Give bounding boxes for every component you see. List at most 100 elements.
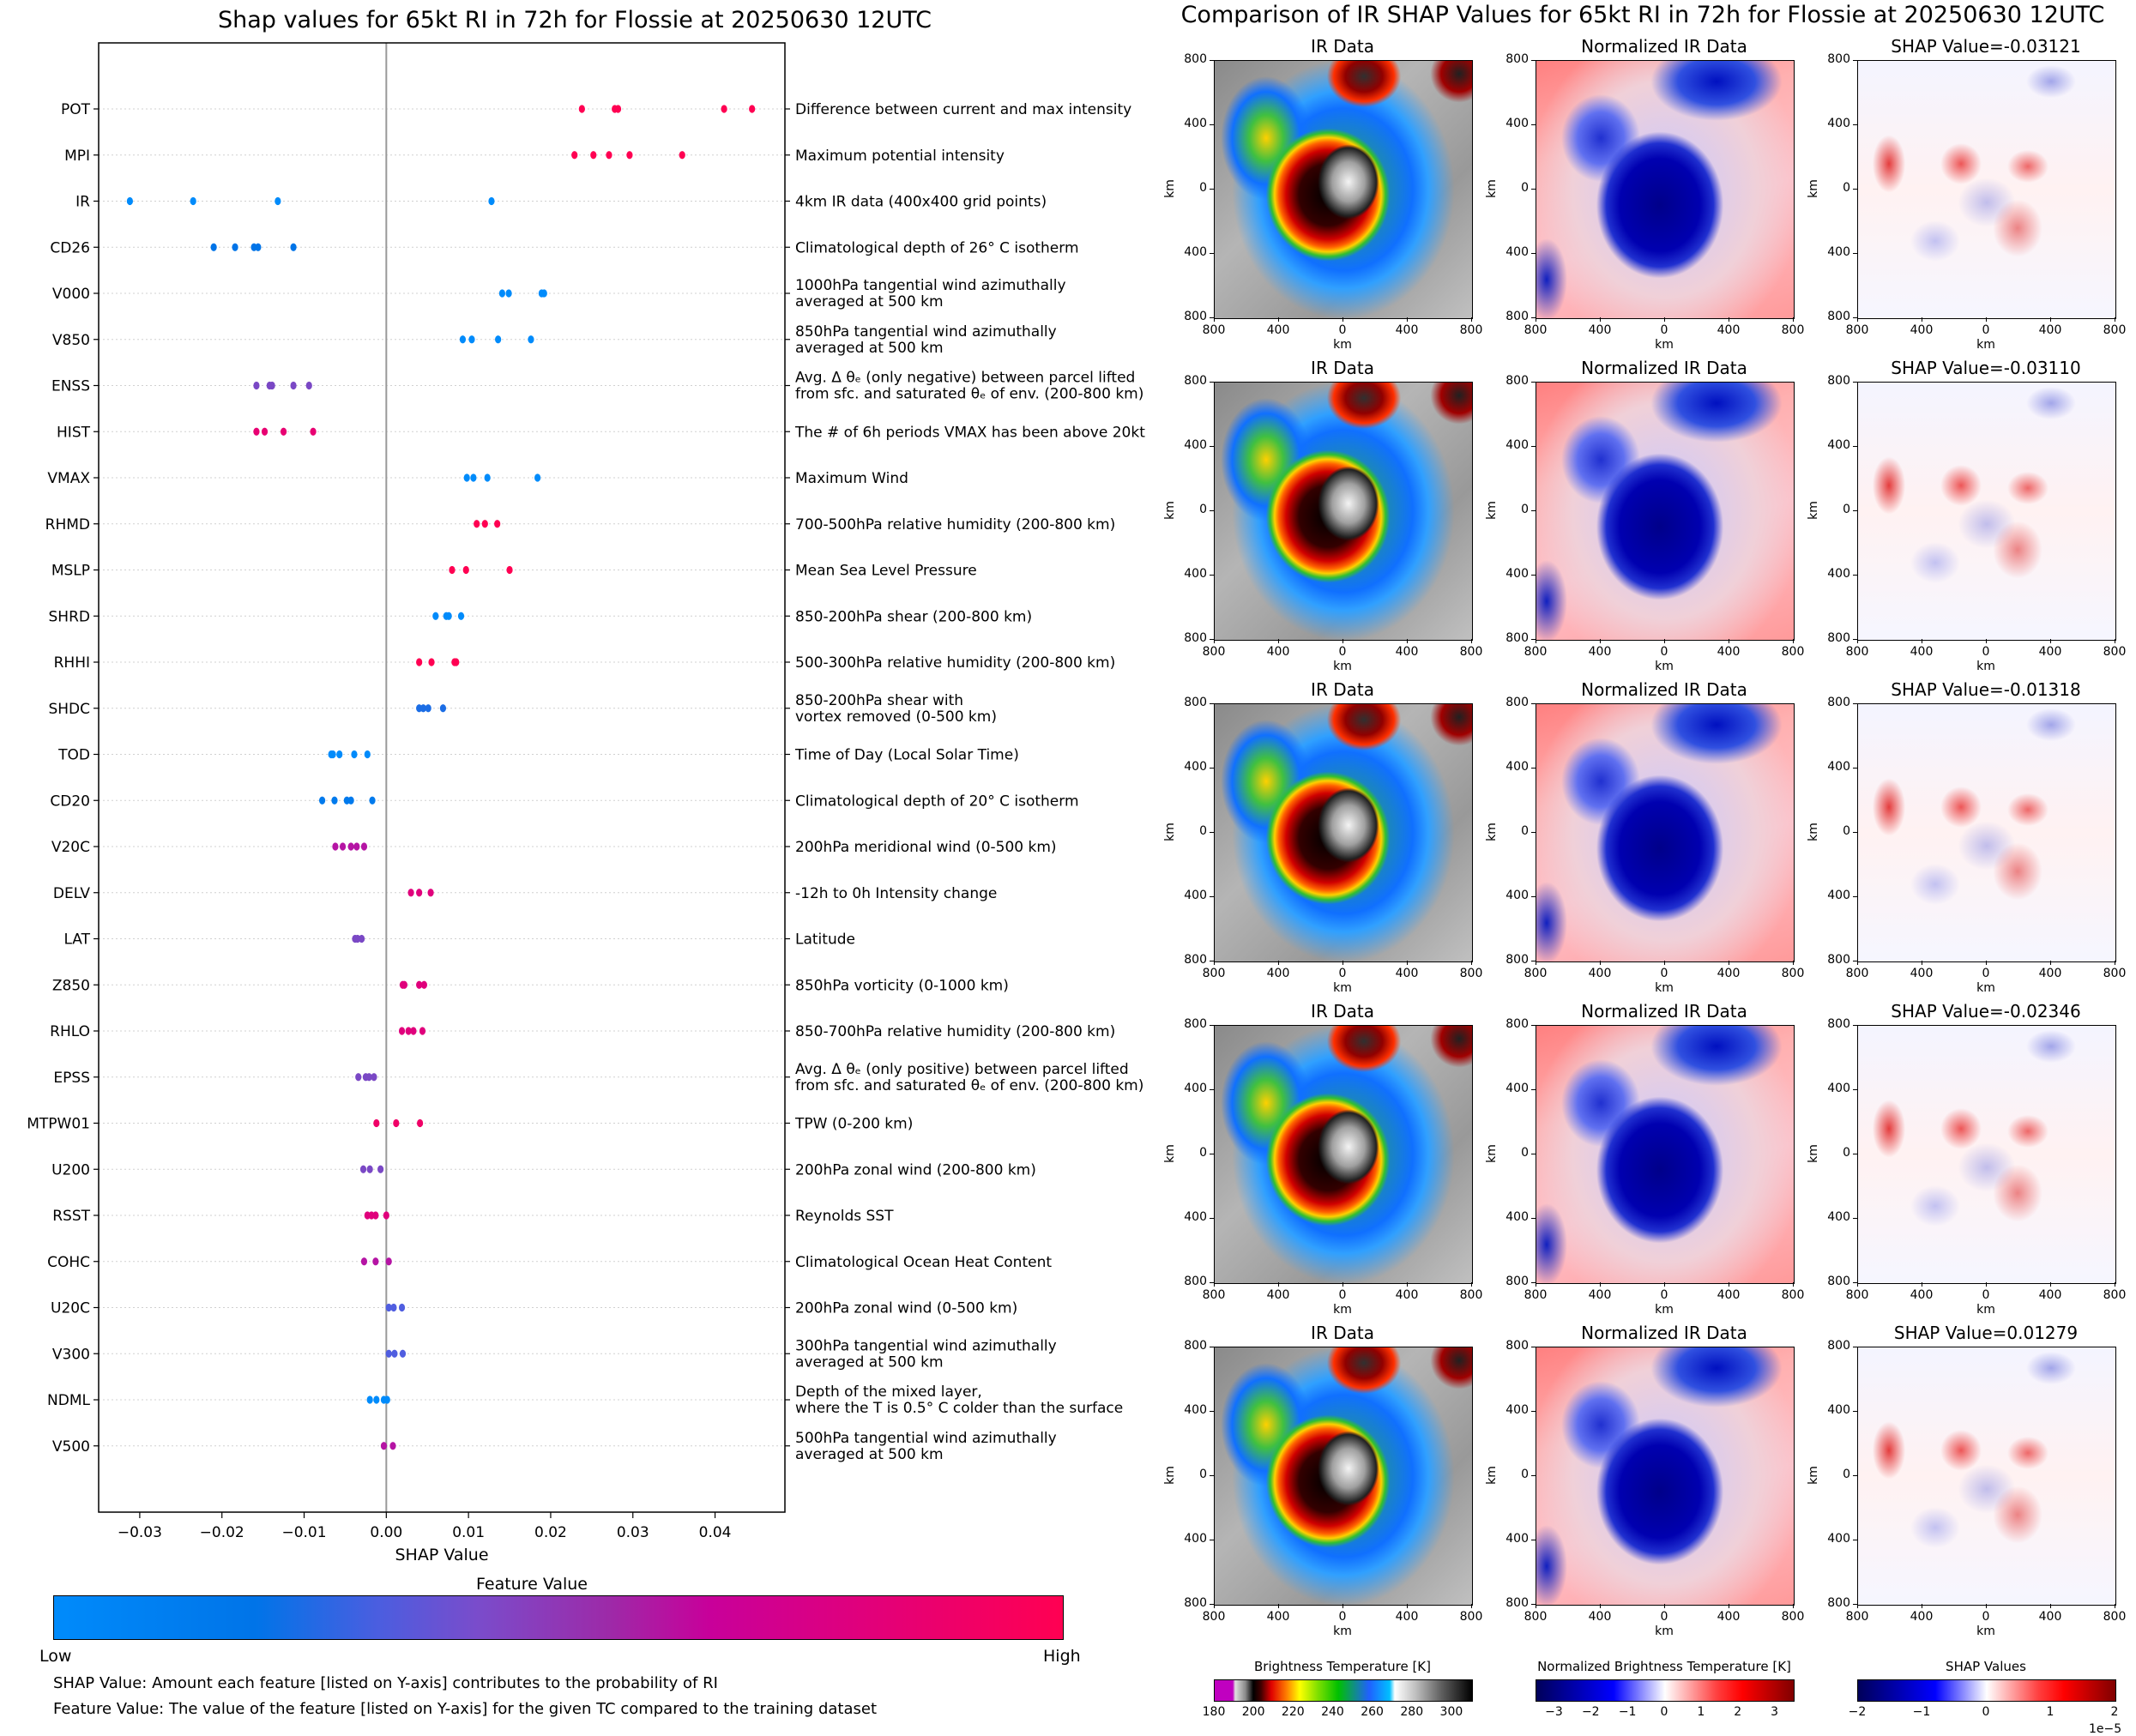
x-tick-label: 400 (2038, 645, 2062, 659)
y-tick (1853, 1475, 1857, 1476)
x-tick-label: 800 (1845, 967, 1869, 980)
shap-point (372, 1211, 379, 1220)
y-tick (1210, 1475, 1214, 1476)
y-tick-label: 0 (1843, 824, 1850, 838)
feature-label-v850: V850 (52, 332, 90, 349)
feature-label-epss: EPSS (53, 1070, 90, 1087)
x-tick (1857, 1604, 1858, 1608)
x-tick (1664, 639, 1665, 643)
shap-point (425, 704, 431, 713)
x-tick-label: 0 (1338, 1288, 1347, 1302)
y-tick (1210, 896, 1214, 897)
colorbar-tick-label: −2 (1848, 1705, 1867, 1719)
x-tick (1793, 1604, 1794, 1608)
feature-colorbar-low-label: Low (39, 1647, 72, 1666)
colorbar-tick-label: −1 (1618, 1705, 1637, 1719)
feature-label-rsst: RSST (52, 1208, 90, 1225)
feature-description: 850hPa tangential wind azimuthally (795, 323, 1057, 341)
feature-colorbar-title: Feature Value (475, 1575, 588, 1594)
x-tick (1407, 639, 1408, 643)
y-axis-label: km (1806, 823, 1820, 841)
y-tick (1210, 510, 1214, 511)
shap-point (410, 1027, 417, 1035)
y-tick-label: 800 (1505, 1339, 1529, 1353)
y-tick (1853, 896, 1857, 897)
feature-description: Depth of the mixed layer, (795, 1383, 982, 1401)
feature-description: 1000hPa tangential wind azimuthally (795, 277, 1066, 294)
x-tick (2050, 961, 2051, 965)
panel-title: SHAP Value=-0.03110 (1891, 358, 2081, 378)
y-tick-label: 0 (1521, 1468, 1529, 1481)
shap-point (269, 381, 275, 390)
normalized-brightness-colorbar (1536, 1679, 1795, 1702)
x-tick-label: 400 (2038, 1610, 2062, 1624)
shap-point (488, 196, 495, 206)
y-tick (1853, 639, 1857, 640)
shap-point (359, 1165, 367, 1173)
y-tick-label: 800 (1827, 1017, 1850, 1031)
panel-title: Normalized IR Data (1581, 1323, 1747, 1343)
shap-point (371, 1073, 377, 1082)
feature-colorbar (53, 1595, 1064, 1640)
feature-description: averaged at 500 km (795, 293, 944, 310)
y-tick-label: 800 (1505, 953, 1529, 967)
normalized-ir-image (1536, 1347, 1795, 1606)
y-tick-label: 400 (1505, 1082, 1529, 1095)
x-tick (1600, 1282, 1601, 1287)
shap-point (380, 1442, 388, 1450)
x-axis: −0.03 −0.02 −0.01 0.00 0.01 0.02 0.03 0.04 (118, 1512, 731, 1541)
shap-point (210, 243, 217, 251)
x-tick-label: 400 (1910, 1610, 1934, 1624)
y-tick-label: 400 (1505, 1532, 1529, 1546)
shap-point (366, 1395, 373, 1404)
y-tick-label: 400 (1184, 1082, 1207, 1095)
x-tick-label: −0.01 (281, 1524, 326, 1541)
feature-description: Difference between current and max inten… (795, 101, 1131, 118)
y-tick-label: 0 (1199, 1146, 1207, 1160)
y-tick-label: 400 (1827, 245, 1850, 259)
x-tick-label: 800 (1781, 645, 1805, 659)
shap-point (540, 289, 547, 298)
shap-point (253, 427, 260, 436)
feature-label-lat: LAT (63, 931, 90, 949)
feature-description: Maximum potential intensity (795, 148, 1005, 165)
x-tick (1600, 961, 1601, 965)
x-tick-label: 800 (1845, 1288, 1869, 1302)
feature-description: The # of 6h periods VMAX has been above … (794, 424, 1145, 441)
x-tick (2050, 639, 2051, 643)
x-tick (1278, 1604, 1279, 1608)
y-axis-label: km (1806, 179, 1820, 198)
colorbar-tick-label: 0 (1982, 1705, 1990, 1719)
shap-point (407, 889, 414, 897)
x-tick-label: 800 (1524, 967, 1548, 980)
x-tick-label: 800 (1845, 1610, 1869, 1624)
y-tick-label: 800 (1827, 310, 1850, 323)
y-tick-label: 400 (1505, 1210, 1529, 1224)
shap-point (428, 658, 435, 666)
shap-point (498, 289, 506, 298)
x-tick-label: 0.03 (617, 1524, 649, 1541)
feature-description: averaged at 500 km (795, 1446, 944, 1463)
x-tick-label: 800 (1524, 1288, 1548, 1302)
x-tick (1986, 961, 1987, 965)
y-tick (1853, 317, 1857, 318)
shap-point (305, 381, 312, 390)
shap-point (445, 612, 452, 620)
x-tick (1471, 1604, 1472, 1608)
y-tick-label: 400 (1827, 1082, 1850, 1095)
y-tick-label: 400 (1184, 117, 1207, 130)
x-tick (2050, 1282, 2051, 1287)
colorbar-tick-label: 180 (1202, 1705, 1226, 1719)
shap-point (506, 565, 513, 575)
x-tick-label: 400 (1395, 967, 1419, 980)
x-tick-label: 400 (1588, 967, 1612, 980)
x-tick-label: 400 (1395, 323, 1419, 337)
y-tick (1853, 832, 1857, 833)
shap-point (369, 796, 376, 805)
y-tick-label: 400 (1505, 1403, 1529, 1417)
shap-point (494, 520, 501, 528)
feature-label-rhhi: RHHI (54, 654, 90, 672)
x-tick-label: 0.01 (452, 1524, 485, 1541)
x-tick (1793, 639, 1794, 643)
x-tick (1986, 317, 1987, 322)
